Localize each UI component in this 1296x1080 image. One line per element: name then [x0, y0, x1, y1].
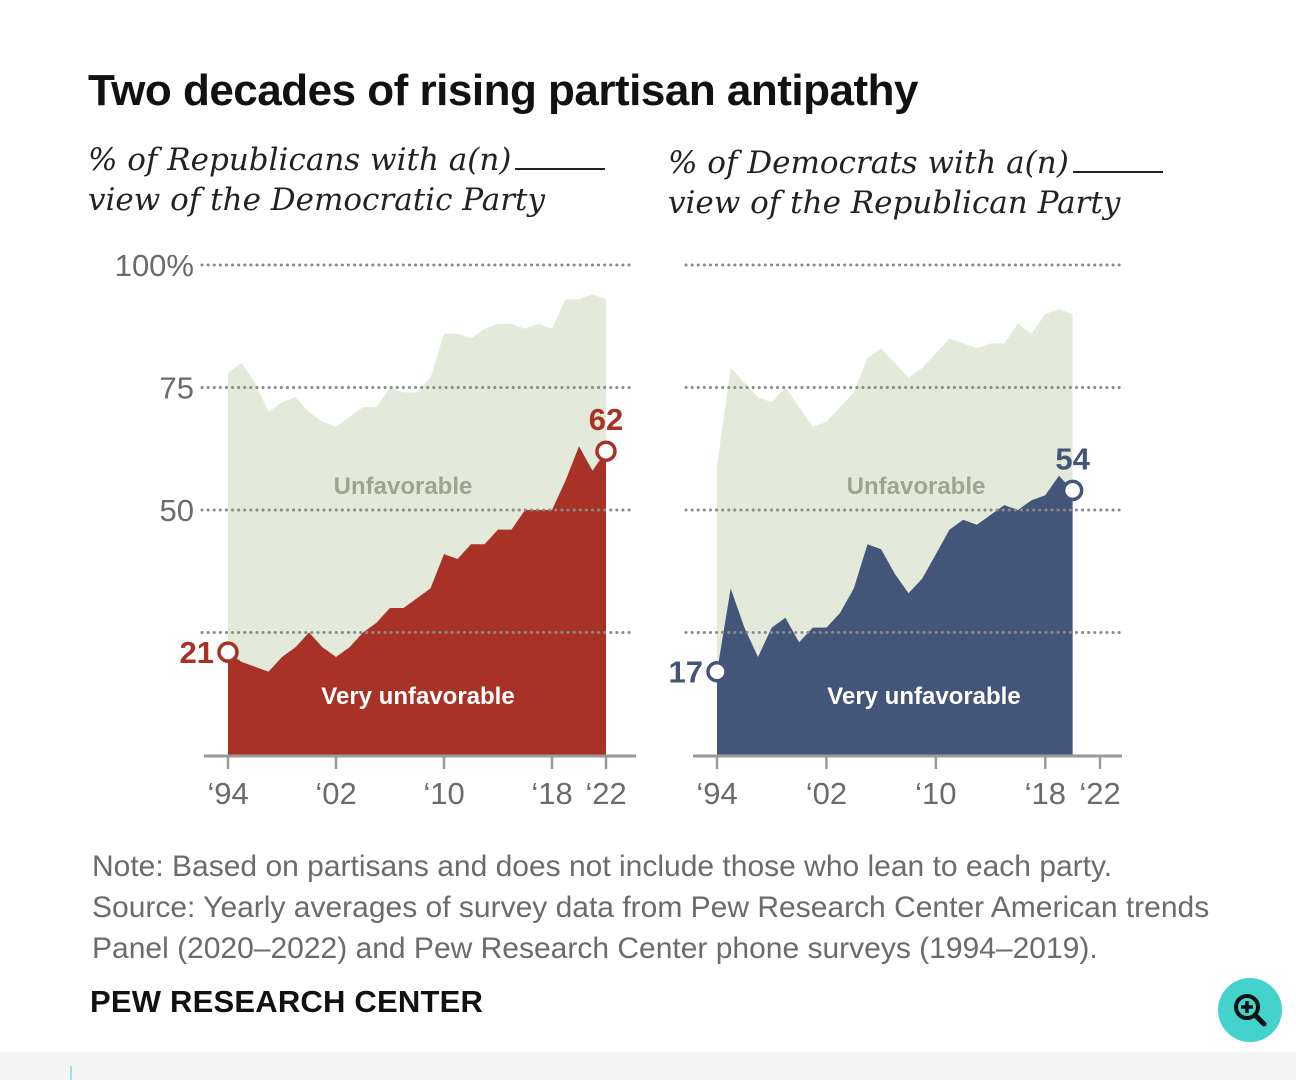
charts-canvas: 100% 75 50 ‘94 ‘02 ‘10 ‘18 ‘22 Unfavorable Very u…	[115, 248, 1122, 811]
start-point-marker	[217, 641, 239, 663]
x-tick-label: ‘22	[1079, 776, 1120, 811]
unfavorable-area-label: Unfavorable	[847, 473, 986, 500]
left-chart-subtitle: % of Republicans with a(n) view of the D…	[88, 140, 628, 220]
source-text: Source: Yearly averages of survey data f…	[92, 891, 1210, 965]
very-unfavorable-area	[717, 475, 1073, 755]
chart-title: Two decades of rising partisan antipathy	[88, 66, 919, 115]
x-tick-label: ‘10	[915, 776, 956, 811]
page-bottom-mark	[70, 1066, 72, 1080]
x-tick-label: ‘02	[806, 776, 847, 811]
end-value-label: 62	[589, 402, 623, 437]
x-tick-label: ‘02	[315, 776, 356, 811]
x-tick-label: ‘94	[696, 776, 737, 811]
very-unfavorable-area-label: Very unfavorable	[321, 683, 514, 710]
x-tick-label: ‘22	[585, 776, 626, 811]
left-subtitle-line2: view of the Democratic Party	[88, 182, 546, 218]
note-text: Note: Based on partisans and does not in…	[92, 850, 1113, 883]
zoom-in-icon	[1234, 994, 1267, 1027]
unfavorable-area-label: Unfavorable	[334, 473, 473, 500]
page-bottom-bar	[0, 1052, 1296, 1080]
x-tick-label: ‘94	[207, 776, 248, 811]
x-tick-label: ‘18	[531, 776, 572, 811]
end-point-marker	[595, 440, 617, 462]
right-subtitle-line1: % of Democrats with a(n)	[668, 145, 1069, 181]
y-tick-label: 100%	[115, 248, 194, 283]
end-point-marker	[1061, 479, 1084, 502]
x-tick-label: ‘10	[423, 776, 464, 811]
right-chart: ‘94 ‘02 ‘10 ‘18 ‘22 Unfavorable Very unfavorab…	[669, 263, 1122, 811]
org-credit: PEW RESEARCH CENTER	[90, 984, 484, 1019]
right-subtitle-blank	[1072, 147, 1163, 173]
very-unfavorable-area	[228, 446, 606, 755]
y-tick-label: 50	[160, 493, 194, 528]
start-value-label: 17	[669, 655, 703, 690]
right-subtitle-line2: view of the Republican Party	[668, 185, 1121, 221]
x-tick-label: ‘18	[1025, 776, 1066, 811]
zoom-button[interactable]	[1218, 978, 1282, 1042]
chart-note: Note: Based on partisans and does not in…	[92, 846, 1262, 969]
end-value-label: 54	[1055, 441, 1090, 476]
right-chart-subtitle: % of Democrats with a(n) view of the Rep…	[668, 143, 1208, 223]
left-subtitle-line1: % of Republicans with a(n)	[88, 142, 512, 178]
left-chart: 100% 75 50 ‘94 ‘02 ‘10 ‘18 ‘22 Unfavorable Very u…	[115, 248, 636, 811]
start-value-label: 21	[180, 635, 214, 670]
very-unfavorable-area-label: Very unfavorable	[827, 683, 1020, 710]
y-tick-label: 75	[160, 371, 194, 406]
left-subtitle-blank	[515, 144, 606, 170]
start-point-marker	[706, 660, 728, 683]
